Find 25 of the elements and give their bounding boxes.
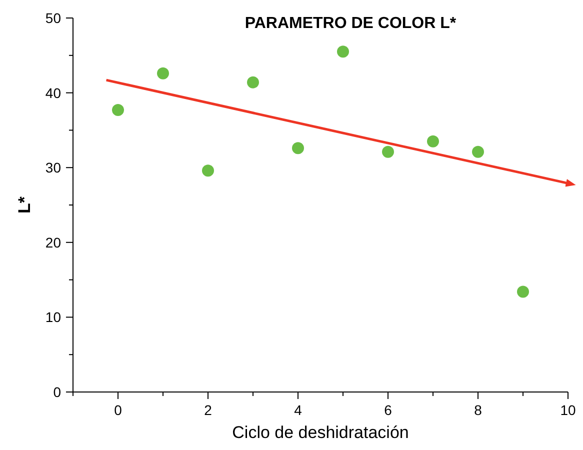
point (427, 135, 439, 148)
point (157, 67, 169, 80)
y-tick-label: 10 (45, 309, 62, 326)
y-tick-label: 0 (53, 384, 62, 400)
x-tick-label: 6 (384, 402, 392, 418)
x-tick-label: 10 (560, 402, 576, 418)
x-tick-label: 8 (474, 402, 482, 418)
point (292, 142, 304, 154)
y-tick-label: 20 (45, 234, 62, 250)
y-tick-label: 50 (45, 10, 62, 26)
point (247, 76, 259, 88)
point (202, 164, 214, 177)
point (337, 46, 349, 58)
point (472, 146, 484, 158)
point (382, 146, 394, 158)
chart-title: PARAMETRO DE COLOR L* (244, 15, 457, 32)
x-tick-label: 2 (204, 402, 212, 418)
y-tick-label: 40 (45, 84, 62, 101)
x-tick-label: 0 (114, 402, 122, 418)
point (517, 286, 529, 298)
point (112, 104, 124, 116)
y-axis-title: L* (15, 196, 34, 214)
x-axis-title: Ciclo de deshidratación (232, 423, 409, 442)
x-tick-label: 4 (294, 402, 302, 418)
y-tick-label: 30 (45, 160, 62, 176)
